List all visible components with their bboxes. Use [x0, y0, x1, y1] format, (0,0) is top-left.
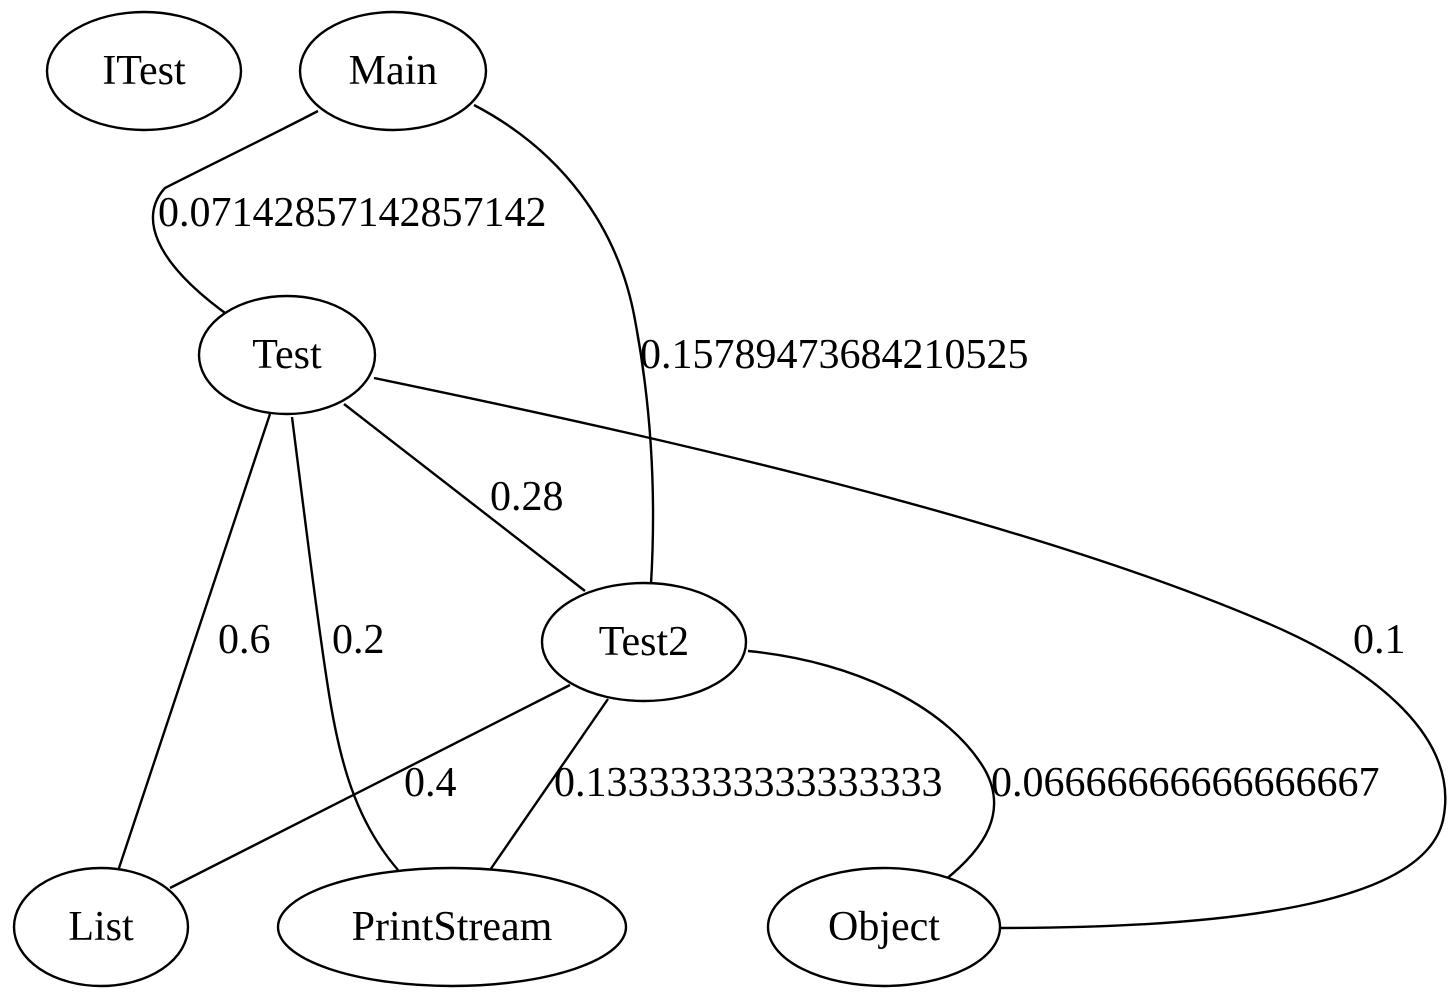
- node-list: List: [12, 866, 190, 988]
- edge-test-object: [373, 376, 1447, 930]
- node-test2: Test2: [540, 581, 748, 703]
- node-label: ITest: [102, 48, 186, 94]
- node-label: Main: [349, 48, 438, 94]
- edge-label-test2-list: 0.4: [404, 760, 457, 806]
- node-main: Main: [298, 10, 488, 132]
- edge-label-test-list: 0.6: [218, 617, 271, 663]
- edge-label-main-test2: 0.15789473684210525: [640, 332, 1029, 378]
- node-label: List: [68, 904, 134, 950]
- edge-label-main-test: 0.07142857142857142: [158, 190, 547, 236]
- edge-label-test-test2: 0.28: [490, 474, 564, 520]
- node-label: Test: [252, 332, 322, 378]
- edge-test2-printstream: [489, 698, 609, 871]
- edge-label-test2-printstream: 0.13333333333333333: [554, 760, 943, 806]
- node-test: Test: [197, 294, 377, 416]
- edge-test2-object: [747, 649, 996, 881]
- edge-label-test-printstream: 0.2: [332, 617, 385, 663]
- node-itest: ITest: [45, 10, 243, 132]
- node-label: Test2: [599, 619, 689, 665]
- edge-label-test2-object: 0.06666666666666667: [991, 760, 1380, 806]
- edge-main-test: [151, 109, 319, 319]
- edge-test-list: [116, 413, 272, 872]
- nodes: ITest Main Test Test2 List PrintStream O…: [12, 10, 1002, 988]
- node-label: PrintStream: [352, 904, 553, 950]
- node-printstream: PrintStream: [276, 866, 628, 988]
- node-label: Object: [828, 904, 940, 950]
- node-object: Object: [766, 866, 1002, 988]
- edge-main-test2: [473, 103, 655, 585]
- edge-label-test-object: 0.1: [1353, 617, 1406, 663]
- edge-labels: 0.07142857142857142 0.15789473684210525 …: [158, 190, 1406, 806]
- edge-test-test2: [343, 403, 586, 592]
- edges: [116, 103, 1447, 930]
- edge-test2-list: [169, 683, 571, 890]
- edge-test-printstream: [290, 416, 399, 871]
